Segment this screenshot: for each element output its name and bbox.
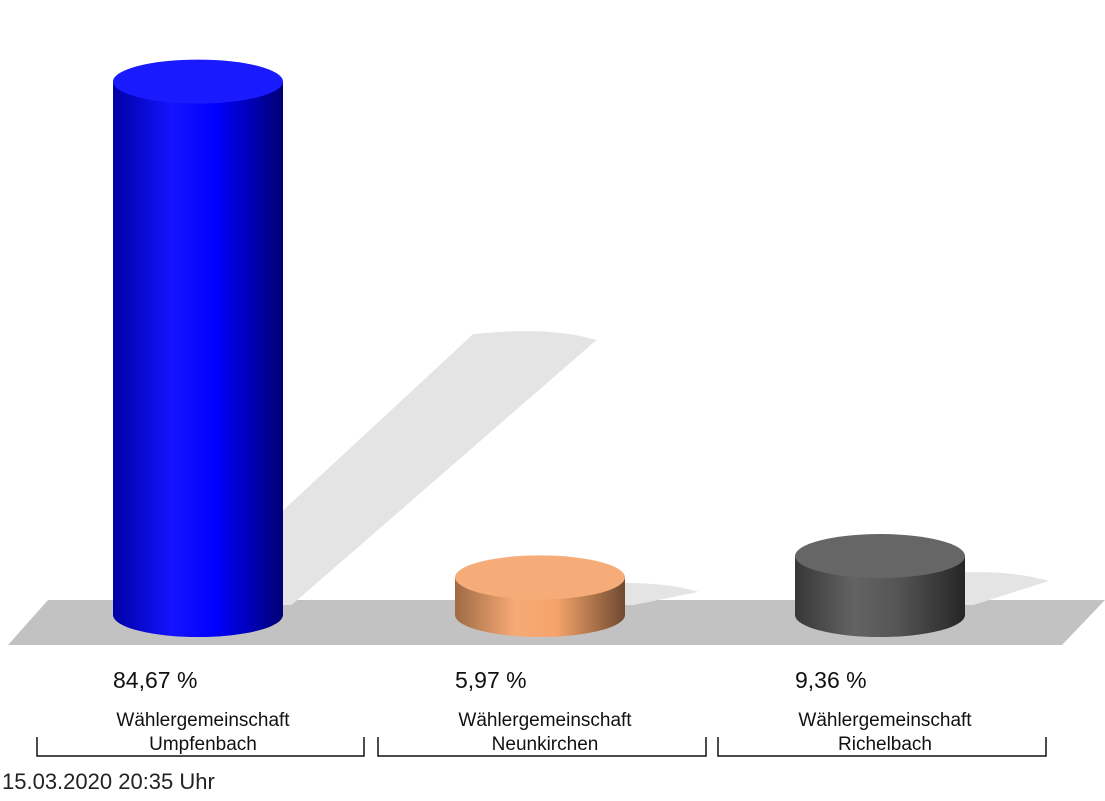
bar-shadow <box>181 331 597 605</box>
category-label: Wählergemeinschaft <box>458 710 632 731</box>
category-labels: 84,67 % Wählergemeinschaft Umpfenbach 5,97 … <box>36 667 1047 757</box>
timestamp: 15.03.2020 20:35 Uhr <box>2 769 215 794</box>
bars <box>113 59 965 638</box>
category-bracket <box>377 737 707 757</box>
bar-cylinder <box>795 534 965 637</box>
bar-cylinder <box>455 555 625 637</box>
bar-top <box>795 534 965 579</box>
category-bracket <box>36 737 365 757</box>
category-bracket <box>717 737 1047 757</box>
category-label: Richelbach <box>838 734 932 755</box>
bar-cylinder <box>113 59 283 638</box>
value-label: 84,67 % <box>113 667 197 693</box>
bar-body <box>795 556 965 637</box>
category-label: Neunkirchen <box>492 734 599 755</box>
bar-top <box>113 59 283 104</box>
category-label: Wählergemeinschaft <box>798 710 972 731</box>
category-label: Wählergemeinschaft <box>116 710 290 731</box>
category-label: Umpfenbach <box>149 734 257 755</box>
bar-top <box>455 555 625 600</box>
bar-body <box>113 81 283 638</box>
value-label: 5,97 % <box>455 667 527 693</box>
value-label: 9,36 % <box>795 667 867 693</box>
